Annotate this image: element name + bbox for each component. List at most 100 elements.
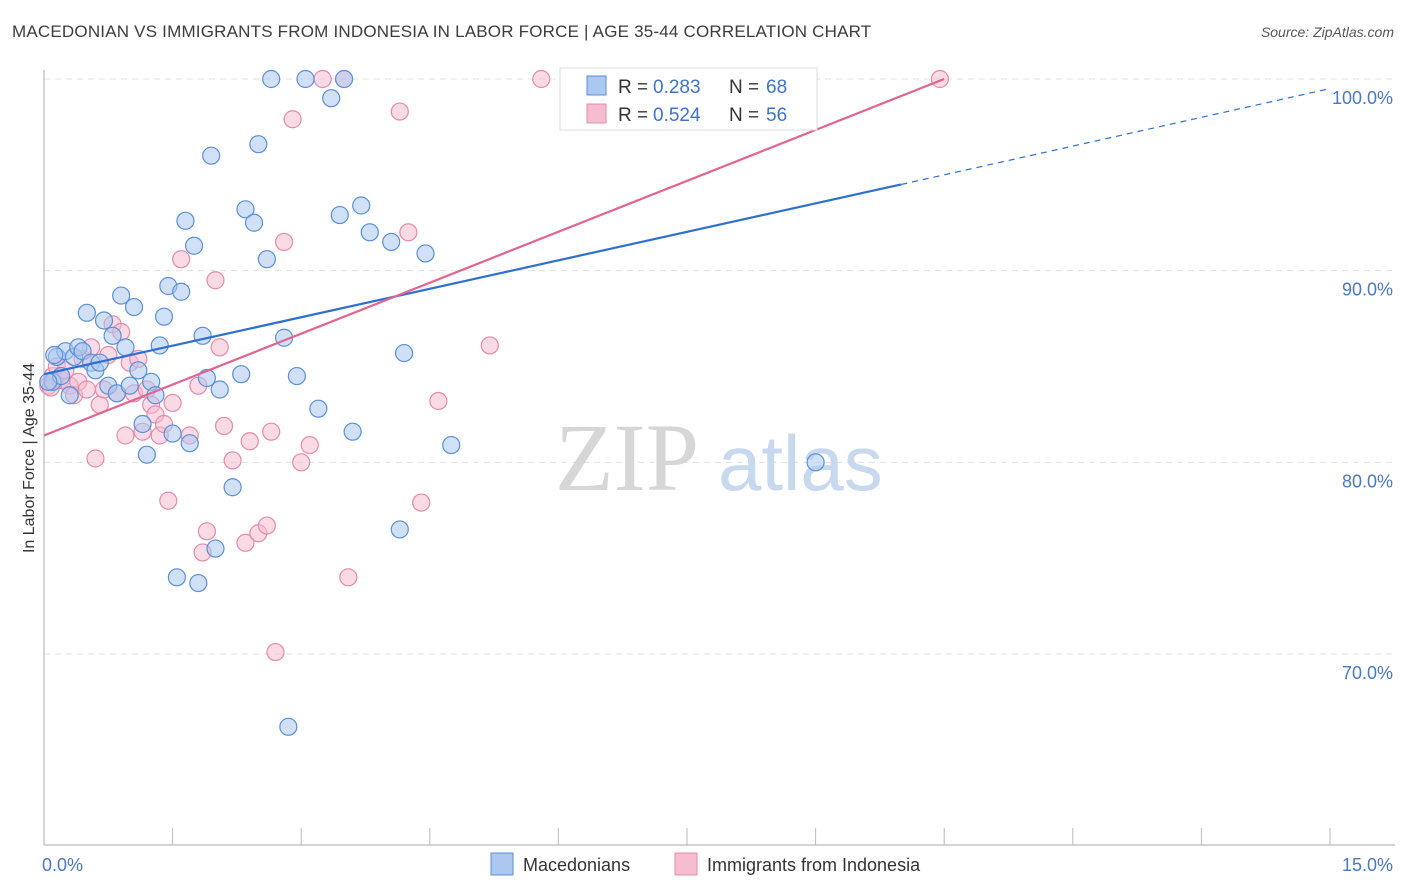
points-blue-point-57: [360, 223, 379, 242]
y-tick-label-0: 100.0%: [1332, 88, 1393, 108]
points-blue-point-55: [343, 422, 362, 441]
points-pink-point-46: [283, 110, 302, 129]
points-blue-point-56: [352, 196, 371, 215]
points-blue-point-29: [167, 568, 186, 587]
points-blue-point-32: [180, 434, 199, 453]
points-blue-point-21: [133, 414, 152, 434]
trend-line-macedonians-extension: [901, 87, 1331, 186]
chart-source: Source: ZipAtlas.com: [1260, 24, 1394, 40]
legend-box: R = 0.283 N = 68 R = 0.524 N = 56: [559, 67, 818, 131]
points-pink-point-30: [172, 250, 191, 269]
points-pink-point-37: [214, 416, 234, 436]
bottom-legend-swatch-indonesia: [674, 852, 698, 876]
x-tick-marks: [43, 828, 1331, 845]
points-pink-point-28: [159, 491, 178, 510]
points-blue-point-19: [124, 297, 144, 317]
points-blue-point-45: [257, 250, 277, 269]
points-pink-point-52: [390, 102, 409, 121]
points-blue-point-39: [210, 380, 229, 399]
points-pink-point-47: [292, 453, 311, 472]
points-blue-point-42: [236, 200, 255, 219]
points-blue-point-53: [330, 205, 349, 225]
points-blue-point-61: [416, 244, 435, 263]
legend-n-value-1: 68: [766, 77, 787, 98]
bottom-legend-label-indonesia: Immigrants from Indonesia: [707, 855, 921, 875]
x-tick-label-1: 15.0%: [1342, 855, 1393, 875]
watermark-atlas: atlas: [718, 419, 883, 507]
points-blue-point-40: [223, 478, 242, 497]
points-blue-point-31: [176, 211, 195, 230]
points-pink-point-18: [116, 426, 135, 445]
points-blue-point-38: [206, 539, 225, 558]
legend-swatch-blue: [586, 75, 607, 96]
legend-r-value-1: 0.283: [653, 77, 701, 98]
points-blue-point-4: [60, 386, 79, 405]
y-axis-label: In Labor Force | Age 35-44: [21, 363, 38, 553]
points-pink-point-11: [86, 449, 105, 468]
points-blue-point-47: [279, 717, 298, 736]
legend-n-value-2: 56: [766, 105, 787, 126]
bottom-legend: Macedonians Immigrants from Indonesia: [490, 852, 921, 876]
points-pink-point-53: [399, 223, 418, 242]
points-blue-point-41: [232, 365, 251, 384]
points-pink-point-43: [262, 422, 281, 441]
x-tick-labels: 0.0% 15.0%: [42, 855, 1393, 875]
points-pink-point-38: [223, 451, 242, 470]
legend-n-label-2: N =: [729, 105, 759, 126]
points-blue-point-35: [193, 326, 212, 345]
points-blue-point-44: [249, 135, 268, 154]
points-pink-point-35: [206, 271, 225, 290]
points-blue-point-25: [150, 336, 169, 355]
bottom-legend-swatch-macedonians: [490, 852, 514, 876]
chart-title: MACEDONIAN VS IMMIGRANTS FROM INDONESIA …: [12, 22, 872, 41]
y-tick-label-2: 80.0%: [1342, 471, 1393, 491]
points-blue-point-62: [442, 435, 461, 455]
points-blue-point-66: [39, 372, 58, 391]
points-pink-point-39: [236, 533, 255, 552]
points-pink-point-34: [197, 522, 216, 541]
points-blue-point-30: [172, 282, 191, 301]
points-blue-point-8: [77, 303, 96, 322]
points-blue-point-33: [184, 236, 204, 255]
points-pink-point-56: [480, 336, 499, 355]
points-pink-point-57: [532, 69, 551, 89]
legend-n-label-1: N =: [729, 77, 759, 98]
trend-line-indonesia: [43, 77, 945, 437]
points-pink-point-42: [257, 516, 277, 535]
y-tick-label-3: 70.0%: [1342, 663, 1393, 683]
legend-r-label-2: R =: [618, 105, 648, 126]
points-blue-point-14: [103, 326, 122, 345]
points-blue-point-26: [154, 307, 174, 326]
points-blue-point-67: [45, 345, 64, 365]
points-pink-point-29: [163, 393, 182, 413]
points-blue-point-49: [287, 366, 307, 386]
points-blue-point-22: [137, 445, 156, 464]
legend-r-value-2: 0.524: [653, 105, 701, 126]
trend-lines: [43, 77, 1331, 437]
points-blue-point-20: [129, 361, 148, 380]
points-blue-point-58: [382, 232, 401, 252]
points-blue-point-52: [322, 89, 341, 108]
points-pink-point-9: [77, 380, 96, 399]
points-blue-point-65: [806, 453, 825, 472]
points-pink-point-49: [313, 69, 332, 89]
points-blue-point-34: [189, 573, 208, 593]
points-pink-point-36: [210, 338, 229, 357]
points-pink-point-40: [240, 432, 259, 451]
points-blue-point-59: [390, 520, 409, 539]
bottom-legend-label-macedonians: Macedonians: [523, 855, 630, 875]
points-pink-point-48: [300, 435, 319, 455]
points-blue-point-46: [262, 69, 281, 89]
x-tick-label-0: 0.0%: [42, 855, 83, 875]
y-tick-label-1: 90.0%: [1342, 280, 1393, 300]
points-blue-point-60: [394, 343, 414, 363]
points-pink-point-44: [266, 642, 285, 662]
points-blue-point-16: [112, 286, 131, 305]
legend-r-label-1: R =: [618, 77, 648, 98]
points-pink-point-51: [339, 568, 358, 587]
points-blue-point-54: [334, 69, 354, 89]
points-blue-point-18: [120, 376, 139, 395]
points-pink-point-55: [429, 391, 448, 411]
points-blue-point-43: [244, 213, 264, 232]
